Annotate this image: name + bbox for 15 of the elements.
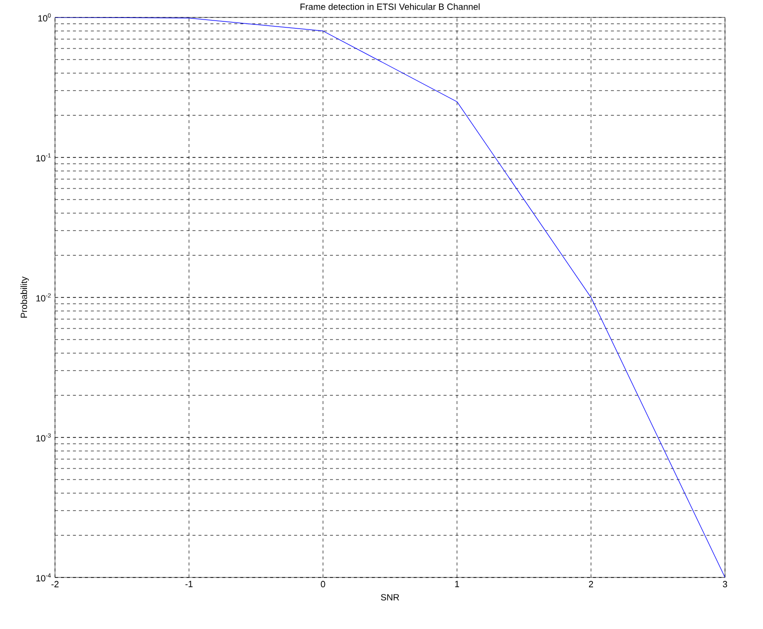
x-tick-label: 2 [588, 580, 594, 587]
y-tick-label: 10$^{-3}$ [36, 433, 51, 442]
y-axis-title: Probability [20, 276, 29, 318]
y-tick-label: 10$^{-2}$ [36, 293, 51, 302]
x-tick-label: -2 [51, 580, 59, 587]
line-series [55, 17, 725, 578]
x-tick-label: 3 [722, 580, 728, 588]
y-tick-label: 10$^{0}$ [38, 13, 51, 22]
x-tick-label: -1 [185, 580, 193, 587]
x-axis-title: SNR [380, 594, 400, 600]
x-tick-label: 0 [320, 580, 326, 588]
x-tick-label: 1 [455, 580, 460, 587]
chart-title: Frame detection in ETSI Vehicular B Channel [300, 3, 480, 10]
y-tick-label: 10$^{-4}$ [36, 573, 51, 582]
y-tick-label: 10$^{-1}$ [36, 153, 51, 162]
